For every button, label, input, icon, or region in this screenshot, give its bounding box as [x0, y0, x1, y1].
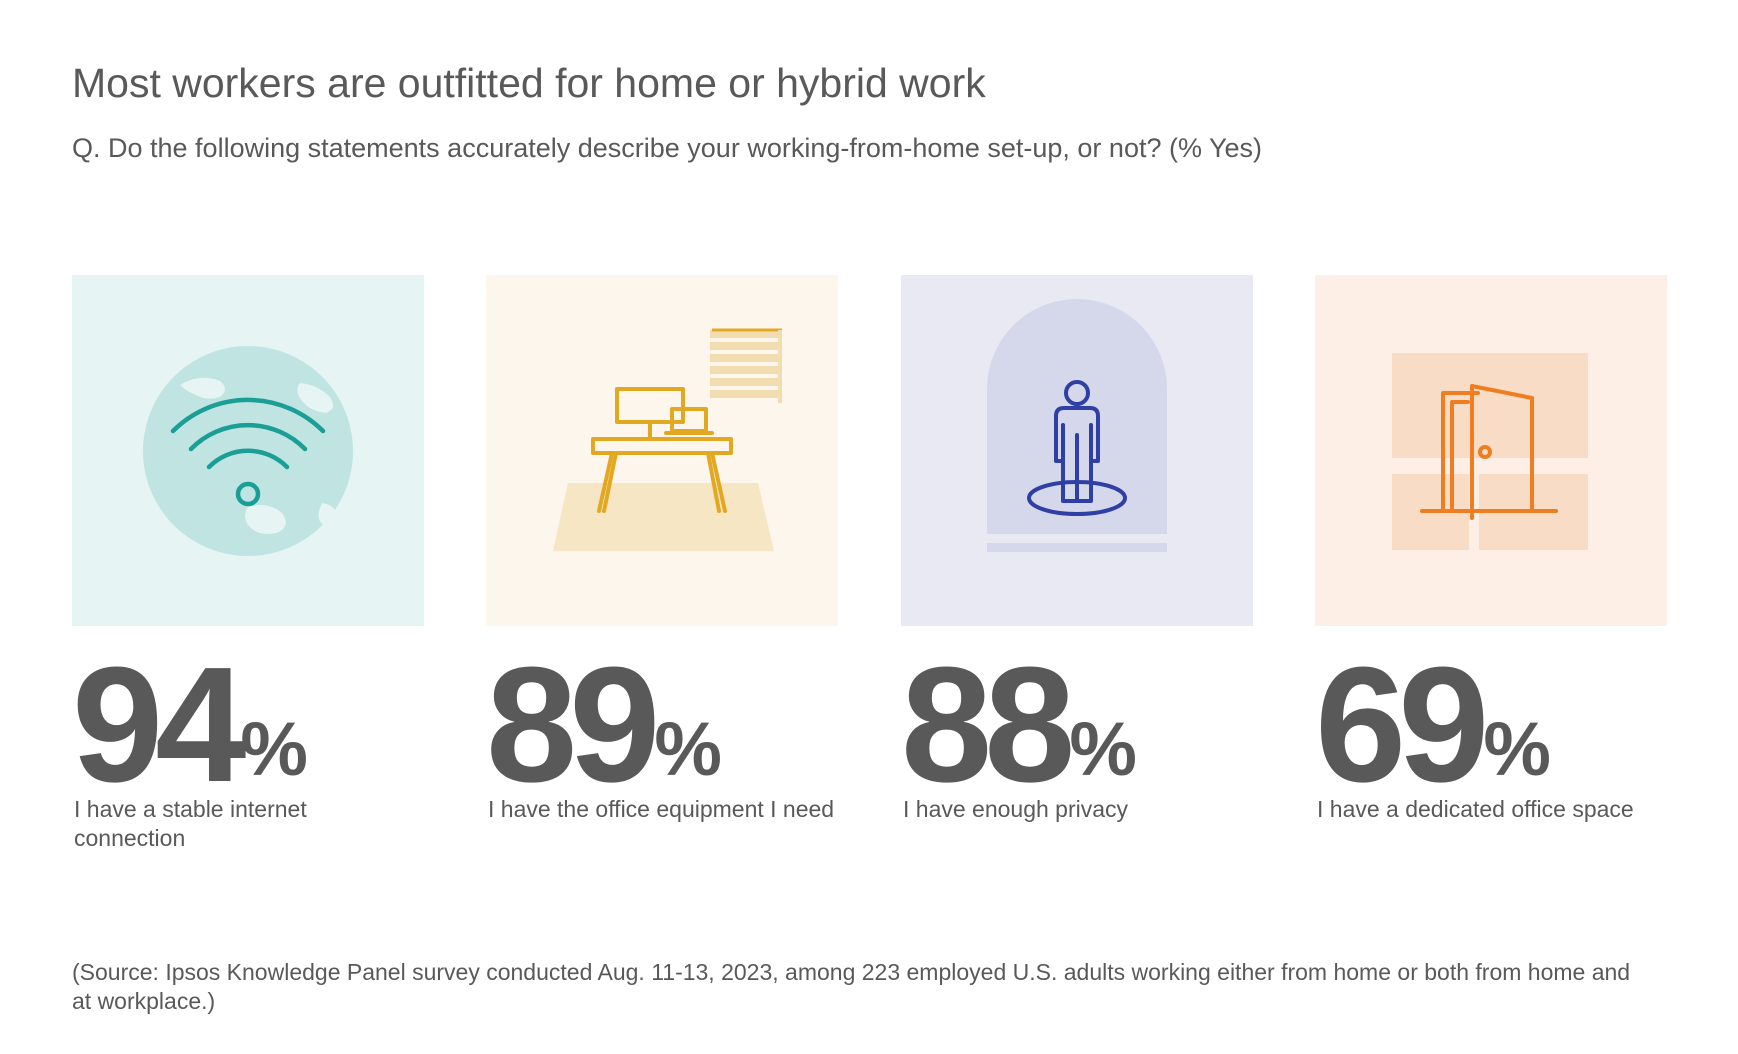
- stat-number: 94: [72, 633, 246, 816]
- stat-card-office-space: 69% I have a dedicated office space: [1315, 0, 1667, 1054]
- chart-subtitle: Q. Do the following statements accuratel…: [72, 133, 1263, 163]
- open-door-icon: [1392, 353, 1588, 550]
- tile-equipment: [486, 275, 838, 626]
- stat-label-privacy: I have enough privacy: [903, 796, 1129, 822]
- stat-label-office-space: I have a dedicated office space: [1317, 796, 1634, 822]
- stat-number: 89: [486, 633, 660, 816]
- stat-card-privacy: 88% I have enough privacy: [901, 0, 1253, 1054]
- percent-sign: %: [654, 707, 722, 792]
- tile-privacy: [901, 275, 1253, 626]
- chart-title: Most workers are outfitted for home or h…: [72, 60, 986, 106]
- stat-label-internet: I have a stable internet connection: [74, 796, 307, 851]
- stat-card-internet: 94% I have a stable internet connection: [72, 0, 424, 1054]
- stat-number: 69: [1315, 633, 1489, 816]
- stat-value-privacy: 88%: [901, 633, 1137, 816]
- stat-value-internet: 94%: [72, 633, 308, 816]
- stat-card-equipment: 89% I have the office equipment I need: [486, 0, 838, 1054]
- wifi-globe-icon: [143, 346, 353, 556]
- desk-computer-icon: [553, 328, 782, 551]
- stat-number: 88: [901, 633, 1075, 816]
- percent-sign: %: [240, 707, 308, 792]
- source-note: (Source: Ipsos Knowledge Panel survey co…: [72, 959, 1631, 1014]
- stat-value-office-space: 69%: [1315, 633, 1551, 816]
- tile-office-space: [1315, 275, 1667, 626]
- stat-value-equipment: 89%: [486, 633, 722, 816]
- percent-sign: %: [1483, 707, 1551, 792]
- person-privacy-icon: [987, 299, 1167, 552]
- percent-sign: %: [1069, 707, 1137, 792]
- stat-label-equipment: I have the office equipment I need: [488, 796, 835, 822]
- tile-internet: [72, 275, 424, 626]
